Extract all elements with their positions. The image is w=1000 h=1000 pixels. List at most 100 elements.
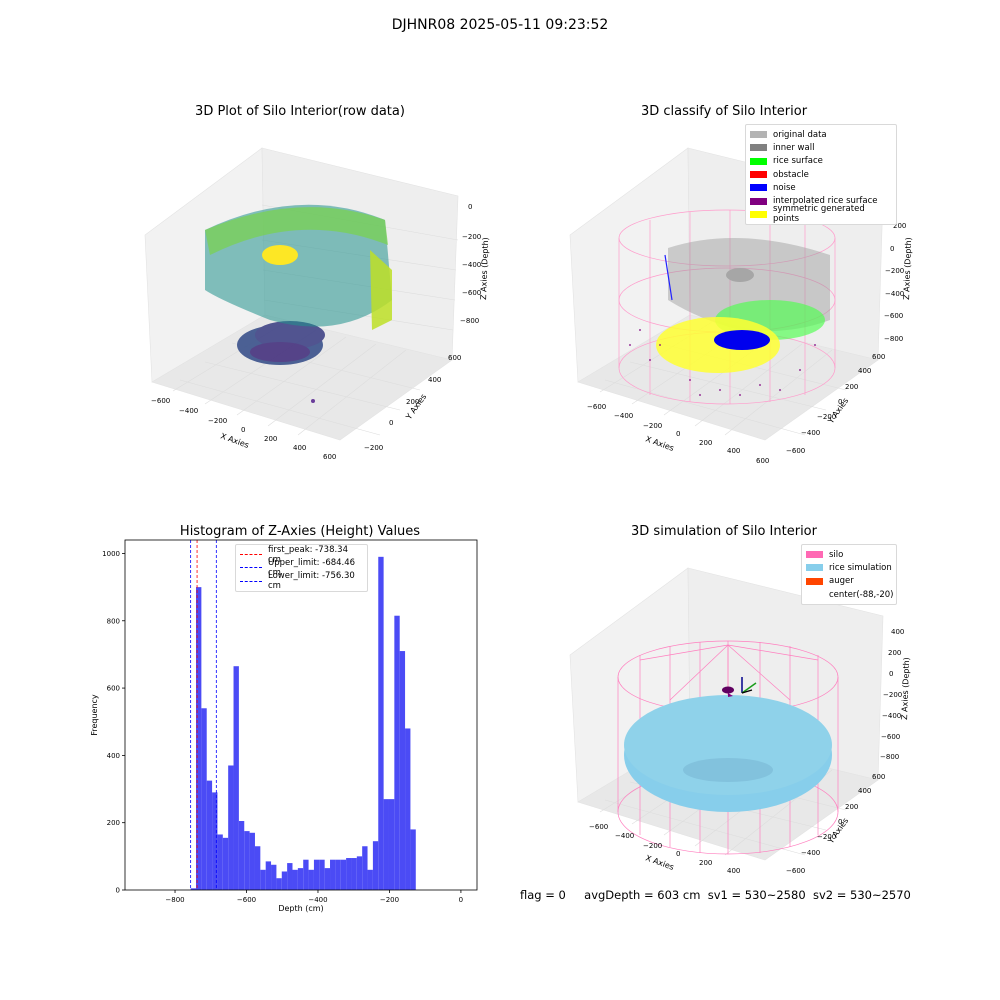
avg-depth-text: avgDepth = 603 cm bbox=[584, 888, 701, 902]
legend-item: inner wall bbox=[750, 141, 892, 154]
legend-item: original data bbox=[750, 128, 892, 141]
histogram-x-ticks: −800 −600 −400 −200 0 bbox=[165, 890, 463, 904]
histogram-bar bbox=[249, 832, 255, 890]
legend-swatch bbox=[750, 184, 767, 192]
histogram-bars bbox=[190, 556, 416, 890]
x-tick-label: −400 bbox=[308, 896, 327, 904]
legend-item: interpolated rice surface bbox=[750, 194, 892, 207]
legend-item: rice simulation bbox=[806, 561, 892, 574]
reference-lines bbox=[190, 540, 217, 890]
legend-item: Lower_limit: -756.30 cm bbox=[240, 571, 363, 591]
histogram-bar bbox=[260, 869, 266, 890]
histogram-bar bbox=[351, 858, 357, 890]
histogram-legend: first_peak: -738.34 cm Upper_limit: -684… bbox=[235, 544, 368, 592]
histogram-bar bbox=[399, 651, 406, 890]
legend-swatch bbox=[750, 210, 767, 218]
histogram-bar bbox=[378, 556, 384, 890]
legend-item: Upper_limit: -684.46 cm bbox=[240, 558, 363, 578]
histogram-bar bbox=[319, 859, 325, 890]
histogram-xlabel: Depth (cm) bbox=[278, 904, 323, 913]
histogram-bar bbox=[265, 861, 272, 890]
legend-item: rice surface bbox=[750, 155, 892, 168]
histogram-bar bbox=[388, 799, 395, 890]
histogram-bar bbox=[394, 615, 400, 890]
y-tick-label: 600 bbox=[107, 685, 120, 693]
panel3-title: Histogram of Z-Axies (Height) Values bbox=[179, 524, 421, 539]
histogram-bar bbox=[222, 837, 229, 890]
legend-swatch bbox=[750, 157, 767, 165]
panel2-legend: original data inner wall rice surface ob… bbox=[745, 124, 897, 226]
histogram-bar bbox=[405, 728, 411, 890]
histogram-bar bbox=[196, 587, 202, 890]
histogram-bar bbox=[383, 799, 389, 890]
legend-swatch bbox=[750, 144, 767, 152]
histogram-bar bbox=[410, 829, 416, 890]
histogram-bar bbox=[190, 888, 197, 890]
histogram-bar bbox=[201, 708, 207, 890]
legend-item: center(-88,-20) bbox=[806, 588, 893, 601]
histogram-bar bbox=[217, 834, 223, 890]
histogram-bar bbox=[292, 869, 298, 890]
histogram-bar bbox=[212, 792, 218, 890]
legend-swatch bbox=[750, 171, 767, 179]
y-tick-label: 0 bbox=[116, 887, 120, 895]
histogram-bar bbox=[228, 765, 234, 890]
histogram-bar bbox=[367, 869, 373, 890]
panel4-legend: silo rice simulation auger center(-88,-2… bbox=[801, 544, 897, 606]
x-tick-label: −200 bbox=[380, 896, 399, 904]
histogram-ylabel: Frequency bbox=[90, 694, 99, 736]
histogram-bar bbox=[313, 859, 320, 890]
flag-text: flag = 0 bbox=[520, 888, 566, 902]
histogram-bar bbox=[362, 846, 368, 890]
legend-item: auger bbox=[806, 575, 892, 588]
histogram-bar bbox=[330, 859, 336, 890]
figure-title: DJHNR08 2025-05-11 09:23:52 bbox=[391, 17, 609, 33]
x-tick-label: −800 bbox=[165, 896, 184, 904]
histogram-bar bbox=[206, 780, 213, 890]
histogram-bar bbox=[324, 868, 331, 890]
histogram-bar bbox=[308, 869, 314, 890]
legend-swatch bbox=[806, 551, 823, 559]
histogram-frame bbox=[124, 539, 478, 891]
histogram-bar bbox=[335, 859, 341, 890]
legend-item: obstacle bbox=[750, 168, 892, 181]
sv1-text: sv1 = 530~2580 bbox=[707, 888, 806, 902]
histogram-bar bbox=[346, 858, 352, 890]
histogram-bar bbox=[238, 821, 245, 890]
y-tick-label: 1000 bbox=[102, 550, 120, 558]
histogram-bar bbox=[372, 841, 379, 890]
histogram-bar bbox=[254, 846, 261, 890]
x-tick-label: −600 bbox=[237, 896, 256, 904]
legend-line bbox=[240, 554, 262, 556]
legend-item: first_peak: -738.34 cm bbox=[240, 545, 363, 565]
sv2-text: sv2 = 530~2570 bbox=[812, 888, 911, 902]
histogram-bar bbox=[303, 859, 309, 890]
y-tick-label: 200 bbox=[107, 819, 120, 827]
legend-line bbox=[240, 567, 262, 569]
legend-item: noise bbox=[750, 181, 892, 194]
legend-swatch bbox=[806, 577, 823, 585]
panel1-title: 3D Plot of Silo Interior(row data) bbox=[195, 104, 405, 119]
legend-item: symmetric generated points bbox=[750, 204, 892, 224]
histogram-bar bbox=[281, 871, 288, 890]
y-tick-label: 400 bbox=[107, 752, 120, 760]
panel4-title: 3D simulation of Silo Interior bbox=[631, 524, 817, 539]
histogram-bar bbox=[287, 863, 293, 890]
legend-swatch bbox=[750, 131, 767, 139]
legend-line bbox=[240, 580, 262, 582]
histogram-y-ticks: 0 200 400 600 800 1000 bbox=[102, 550, 125, 895]
legend-item: silo bbox=[806, 548, 892, 561]
legend-swatch bbox=[806, 564, 823, 572]
legend-swatch bbox=[806, 591, 823, 598]
histogram-bar bbox=[244, 831, 250, 890]
histogram-bar bbox=[356, 856, 363, 890]
legend-swatch bbox=[750, 197, 767, 205]
histogram-bar bbox=[340, 859, 347, 890]
histogram-bar bbox=[276, 878, 282, 890]
status-line: flag = 0 avgDepth = 603 cm sv1 = 530~258… bbox=[520, 888, 911, 902]
x-tick-label: 0 bbox=[459, 896, 463, 904]
y-tick-label: 800 bbox=[107, 617, 120, 625]
panel2-title: 3D classify of Silo Interior bbox=[640, 104, 808, 119]
histogram-bar bbox=[297, 868, 304, 890]
